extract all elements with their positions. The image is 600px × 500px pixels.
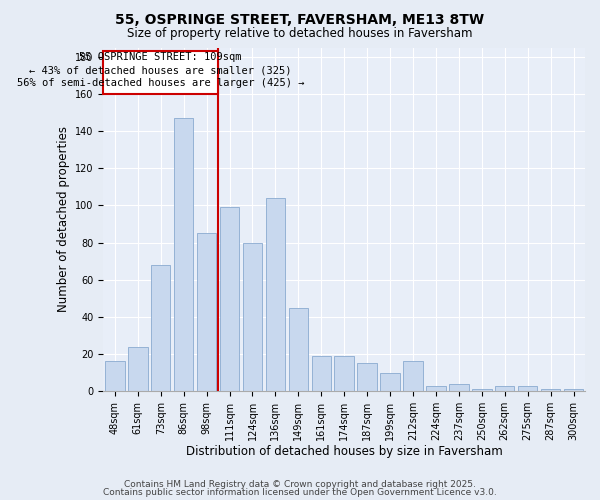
Bar	[358, 364, 377, 391]
Bar	[174, 118, 193, 391]
Y-axis label: Number of detached properties: Number of detached properties	[56, 126, 70, 312]
Bar	[541, 390, 560, 391]
Bar	[403, 362, 423, 391]
Bar	[472, 390, 491, 391]
Bar	[243, 242, 262, 391]
Text: ← 43% of detached houses are smaller (325): ← 43% of detached houses are smaller (32…	[29, 65, 292, 75]
Bar	[426, 386, 446, 391]
Text: 55 OSPRINGE STREET: 109sqm: 55 OSPRINGE STREET: 109sqm	[79, 52, 242, 62]
Bar	[311, 356, 331, 391]
Text: Size of property relative to detached houses in Faversham: Size of property relative to detached ho…	[127, 28, 473, 40]
Bar	[151, 265, 170, 391]
Text: Contains public sector information licensed under the Open Government Licence v3: Contains public sector information licen…	[103, 488, 497, 497]
Bar	[128, 346, 148, 391]
Bar	[266, 198, 285, 391]
Bar	[105, 362, 125, 391]
Bar	[197, 233, 217, 391]
Bar	[449, 384, 469, 391]
Bar	[289, 308, 308, 391]
Bar	[220, 207, 239, 391]
X-axis label: Distribution of detached houses by size in Faversham: Distribution of detached houses by size …	[186, 444, 503, 458]
Bar	[518, 386, 538, 391]
Text: 55, OSPRINGE STREET, FAVERSHAM, ME13 8TW: 55, OSPRINGE STREET, FAVERSHAM, ME13 8TW	[115, 12, 485, 26]
Text: 56% of semi-detached houses are larger (425) →: 56% of semi-detached houses are larger (…	[17, 78, 304, 88]
Bar	[495, 386, 514, 391]
Bar	[380, 372, 400, 391]
FancyBboxPatch shape	[103, 51, 218, 94]
Text: Contains HM Land Registry data © Crown copyright and database right 2025.: Contains HM Land Registry data © Crown c…	[124, 480, 476, 489]
Bar	[334, 356, 354, 391]
Bar	[564, 390, 583, 391]
